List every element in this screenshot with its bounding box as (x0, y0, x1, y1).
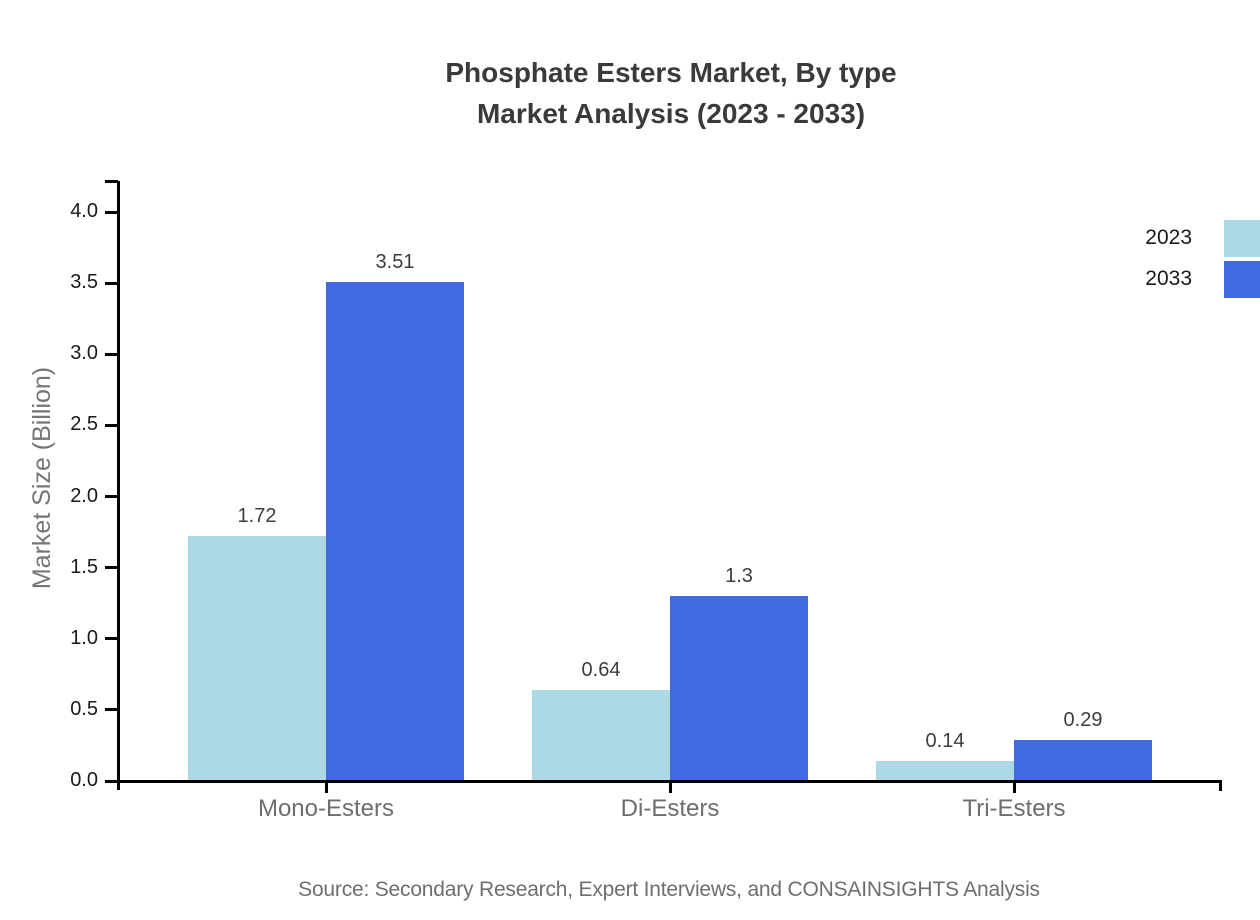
bar-2023-tri-esters (876, 761, 1014, 781)
y-tick-label: 4.0 (70, 200, 98, 222)
bar-2033-mono-esters (326, 281, 464, 781)
legend-label-2033: 2033 (1145, 267, 1192, 290)
y-tick-label: 2.0 (70, 484, 98, 507)
y-tick-label: 3.5 (70, 271, 98, 294)
y-axis-top-cap (105, 180, 118, 183)
x-axis-line (105, 779, 1222, 783)
y-tick-label: 0.0 (70, 769, 98, 791)
y-tick (105, 566, 118, 570)
bar-value-label: 1.72 (237, 505, 277, 528)
y-tick-label: 1.5 (70, 555, 98, 578)
bar-2023-di-esters (532, 689, 670, 781)
bar-2033-di-esters (670, 596, 808, 781)
legend-swatch-2023 (1224, 220, 1260, 257)
y-tick-label: 3.0 (70, 342, 98, 365)
bar-value-label: 3.51 (375, 250, 415, 273)
y-tick-label: 0.5 (70, 697, 98, 720)
x-tick-di-esters (668, 781, 672, 793)
category-label-di-esters: Di-Esters (620, 795, 720, 822)
y-tick (105, 352, 118, 356)
legend-swatch-2033 (1224, 261, 1260, 298)
bar-value-label: 1.3 (725, 565, 753, 588)
y-tick (105, 637, 118, 641)
y-tick (105, 708, 118, 712)
y-tick (105, 210, 118, 214)
source-attribution: Source: Secondary Research, Expert Inter… (298, 878, 1040, 901)
chart-title: Phosphate Esters Market, By type Market … (171, 52, 1171, 134)
x-axis-end-cap (1219, 781, 1222, 791)
x-tick-mono-esters (324, 781, 328, 793)
category-label-tri-esters: Tri-Esters (962, 795, 1066, 822)
legend-label-2023: 2023 (1145, 226, 1192, 249)
bar-2023-mono-esters (188, 536, 326, 781)
x-tick-tri-esters (1012, 781, 1016, 793)
bar-value-label: 0.29 (1063, 708, 1103, 731)
bar-value-label: 0.14 (925, 730, 965, 753)
category-label-mono-esters: Mono-Esters (257, 795, 395, 822)
bar-value-label: 0.64 (581, 658, 621, 681)
y-tick-label: 1.0 (70, 626, 98, 649)
y-axis-line (116, 181, 120, 790)
y-tick (105, 423, 118, 427)
chart-title-line2: Market Analysis (2023 - 2033) (476, 98, 866, 129)
bar-2033-tri-esters (1014, 739, 1152, 781)
y-tick (105, 495, 118, 498)
y-tick-label: 2.5 (70, 413, 98, 436)
y-tick (105, 281, 118, 285)
chart-title-line1: Phosphate Esters Market, By type (445, 57, 897, 88)
